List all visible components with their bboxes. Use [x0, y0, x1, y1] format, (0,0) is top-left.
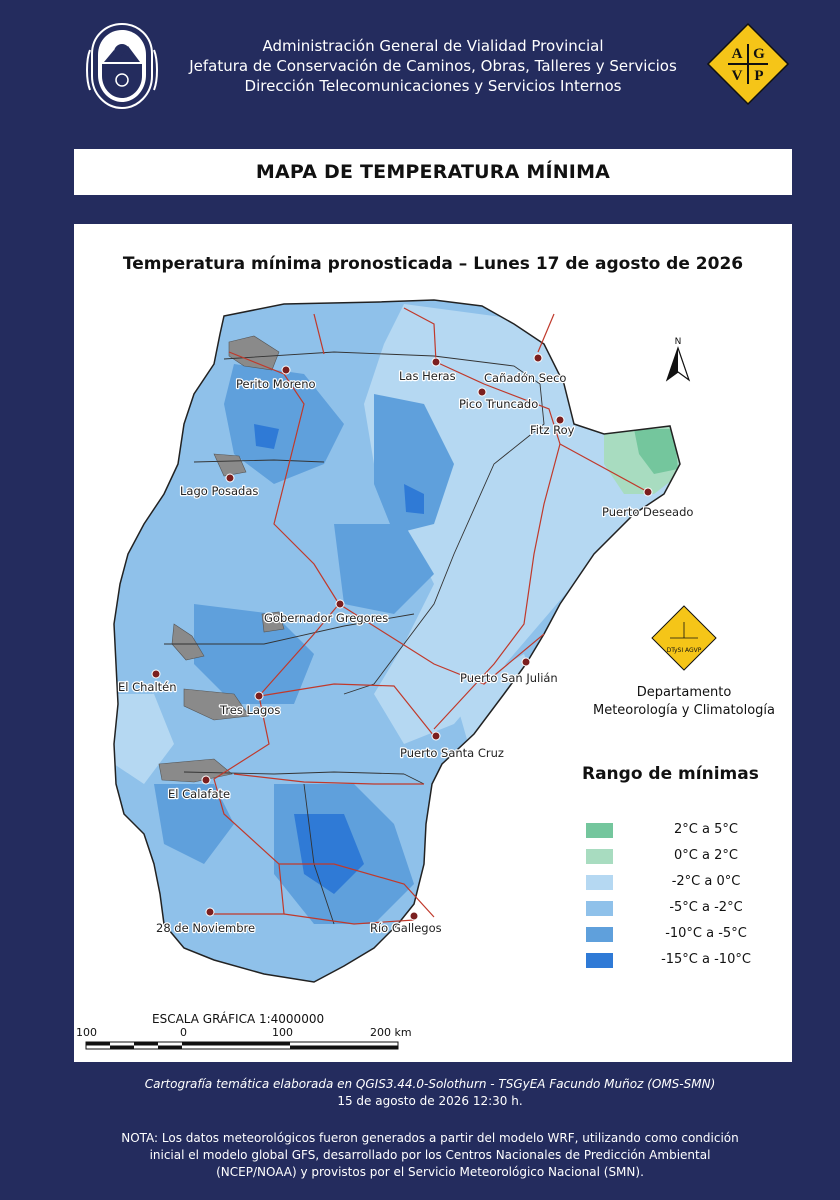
- legend-item-2-to-5: 2°C a 5°C: [586, 822, 786, 840]
- city-puerto-san-julian: Puerto San Julián: [459, 657, 559, 686]
- legend-swatch: [586, 953, 613, 968]
- legend-label: -10°C a -5°C: [665, 926, 747, 941]
- city-label: Lago Posadas: [180, 484, 258, 498]
- credits: Cartografía temática elaborada en QGIS3.…: [60, 1076, 800, 1110]
- legend-item-minus15-to-minus10: -15°C a -10°C: [586, 952, 786, 970]
- city-label: Fitz Roy: [530, 423, 575, 437]
- scale-label-zero: 0: [180, 1026, 187, 1039]
- scale-label-200: 200 km: [370, 1026, 412, 1039]
- legend-label: -15°C a -10°C: [661, 952, 751, 967]
- scale-bar: [85, 1041, 399, 1050]
- city-perito-moreno: Perito Moreno: [235, 365, 317, 392]
- agvp-logo: A G V P: [706, 22, 790, 106]
- legend-item-0-to-2: 0°C a 2°C: [586, 848, 786, 866]
- legend-label: 2°C a 5°C: [674, 822, 738, 837]
- scale-title: ESCALA GRÁFICA 1:4000000: [152, 1012, 325, 1026]
- dtysi-logo-text: DTySI AGVP: [667, 647, 702, 654]
- city-rio-gallegos: Río Gallegos: [369, 911, 443, 936]
- note-line-3: (NCEP/NOAA) y provistos por el Servicio …: [216, 1165, 644, 1179]
- city-las-heras: Las Heras: [398, 357, 457, 384]
- north-label: N: [675, 337, 682, 347]
- legend-item-minus5-to-minus2: -5°C a -2°C: [586, 900, 786, 918]
- credit-line: Cartografía temática elaborada en QGIS3.…: [144, 1077, 716, 1091]
- note: NOTA: Los datos meteorológicos fueron ge…: [60, 1130, 800, 1181]
- city-el-chalten: El Chaltén: [117, 669, 178, 695]
- scale-label-100: 100: [272, 1026, 293, 1039]
- legend-label: -5°C a -2°C: [669, 900, 743, 915]
- legend-title: Rango de mínimas: [582, 764, 759, 784]
- lakes: [158, 335, 285, 783]
- department-line-2: Meteorología y Climatología: [592, 703, 775, 718]
- map-panel: Temperatura mínima pronosticada – Lunes …: [74, 224, 792, 1062]
- logo-letter-p: P: [754, 68, 763, 84]
- city-lago-posadas: Lago Posadas: [179, 473, 260, 499]
- city-label: Puerto Deseado: [602, 505, 693, 519]
- legend-swatch: [586, 875, 613, 890]
- logo-letter-v: V: [732, 68, 743, 84]
- header-line-2: Jefatura de Conservación de Caminos, Obr…: [189, 57, 677, 75]
- legend-swatch: [586, 849, 613, 864]
- city-label: Río Gallegos: [370, 921, 442, 935]
- city-puerto-santa-cruz: Puerto Santa Cruz: [399, 731, 505, 761]
- city-gobernador-gregores: Gobernador Gregores: [263, 599, 389, 626]
- department-boundaries: [164, 351, 545, 925]
- city-fitz-roy: Fitz Roy: [529, 415, 576, 438]
- legend-item-minus10-to-minus5: -10°C a -5°C: [586, 926, 786, 944]
- dtysi-logo: DTySI AGVP: [651, 605, 717, 671]
- routes: [209, 307, 649, 925]
- city-label: Puerto San Julián: [460, 671, 558, 685]
- province-map: N Perito Moreno Las Heras Cañadón Seco P…: [85, 299, 717, 1050]
- city-label: Perito Moreno: [236, 377, 316, 391]
- note-line-2: inicial el modelo global GFS, desarrolla…: [149, 1148, 711, 1162]
- legend-swatch: [586, 823, 613, 838]
- page-title: MAPA DE TEMPERATURA MÍNIMA: [255, 161, 611, 183]
- city-label: Las Heras: [399, 369, 456, 383]
- legend-swatch: [586, 927, 613, 942]
- city-label: Cañadón Seco: [484, 371, 566, 385]
- city-28-de-noviembre: 28 de Noviembre: [155, 907, 256, 936]
- map-title: Temperatura mínima pronosticada – Lunes …: [122, 254, 744, 274]
- city-tres-lagos: Tres Lagos: [218, 691, 282, 718]
- logo-letter-g: G: [753, 46, 765, 62]
- city-label: El Calafate: [168, 787, 230, 801]
- city-markers: Perito Moreno Las Heras Cañadón Seco Pic…: [117, 353, 695, 936]
- legend-label: -2°C a 0°C: [671, 874, 741, 889]
- province-outline: [113, 299, 681, 983]
- city-el-calafate: El Calafate: [167, 775, 231, 802]
- logo-letter-a: A: [732, 46, 743, 62]
- legend-label: 0°C a 2°C: [674, 848, 738, 863]
- city-puerto-deseado: Puerto Deseado: [601, 487, 695, 520]
- north-arrow-icon: N: [665, 337, 691, 382]
- header-line-3: Dirección Telecomunicaciones y Servicios…: [244, 77, 622, 95]
- scale-label-left: 100: [76, 1026, 97, 1039]
- province-seal-logo: [86, 22, 158, 110]
- department-line-1: Departamento: [636, 685, 732, 700]
- city-label: Pico Truncado: [459, 397, 538, 411]
- credit-date: 15 de agosto de 2026 12:30 h.: [337, 1094, 523, 1108]
- legend-swatch: [586, 901, 613, 916]
- header-line-1: Administración General de Vialidad Provi…: [262, 37, 604, 55]
- note-line-1: NOTA: Los datos meteorológicos fueron ge…: [121, 1131, 739, 1145]
- header-text: Administración General de Vialidad Provi…: [170, 36, 696, 96]
- city-pico-truncado: Pico Truncado: [458, 387, 539, 412]
- legend-item-minus2-to-0: -2°C a 0°C: [586, 874, 786, 892]
- city-label: El Chaltén: [118, 680, 177, 694]
- title-box: MAPA DE TEMPERATURA MÍNIMA: [74, 149, 792, 195]
- city-label: Puerto Santa Cruz: [400, 746, 504, 760]
- city-label: Gobernador Gregores: [264, 611, 388, 625]
- city-label: Tres Lagos: [219, 703, 280, 717]
- city-label: 28 de Noviembre: [156, 921, 255, 935]
- city-canadon-seco: Cañadón Seco: [483, 353, 568, 386]
- department-name: Departamento Meteorología y Climatología: [584, 684, 784, 720]
